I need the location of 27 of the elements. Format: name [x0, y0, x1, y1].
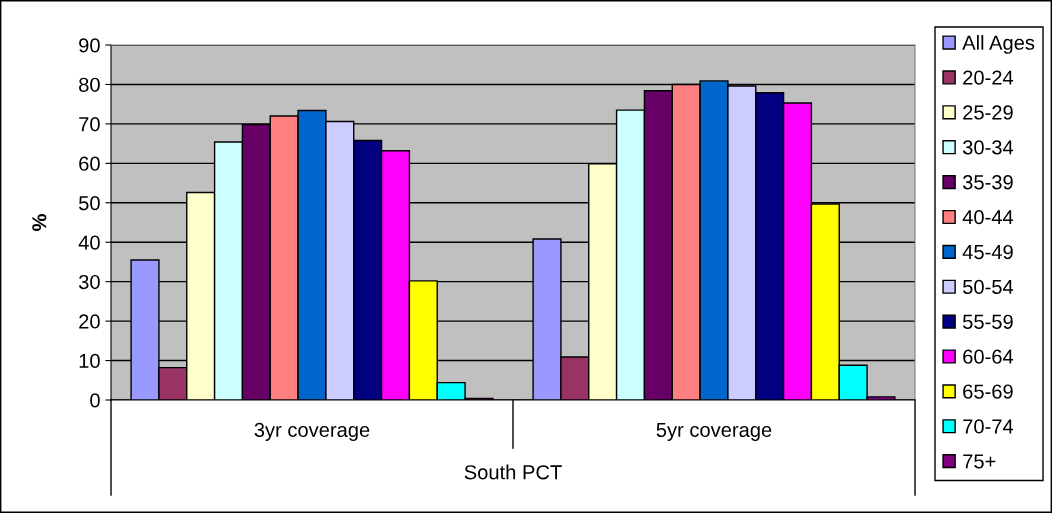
x-axis-title: South PCT: [464, 464, 562, 480]
legend-label: 75+: [963, 454, 996, 469]
y-tick-label: 90: [79, 38, 100, 53]
legend-label: 25-29: [963, 105, 1013, 120]
legend-label: 50-54: [962, 279, 1014, 295]
y-tick-label: 40: [78, 235, 100, 250]
legend-label: 30-34: [962, 140, 1014, 155]
legend-label: 60-64: [963, 349, 1014, 364]
legend-label: All Ages: [962, 35, 1035, 54]
y-tick-label: 50: [78, 196, 100, 211]
legend-label: 35-39: [962, 175, 1013, 190]
y-tick-label: 60: [79, 156, 100, 171]
legend-label: 55-59: [962, 314, 1013, 329]
y-tick-label: 80: [79, 77, 100, 92]
y-tick-label: 30: [78, 274, 100, 290]
y-tick-label: 70: [79, 117, 100, 132]
y-axis-title: %: [32, 214, 47, 231]
y-tick-label: 10: [79, 353, 100, 369]
legend-label: 45-49: [962, 244, 1013, 260]
legend-label: 20-24: [963, 70, 1014, 85]
y-tick-label: 20: [79, 314, 100, 329]
legend-label: 65-69: [963, 384, 1013, 399]
legend-label: 70-74: [963, 419, 1014, 434]
x-tick-label: 5yr coverage: [656, 422, 772, 441]
x-tick-label: 3yr coverage: [254, 422, 370, 441]
legend-label: 40-44: [962, 210, 1014, 225]
y-tick-label: 0: [90, 393, 100, 408]
